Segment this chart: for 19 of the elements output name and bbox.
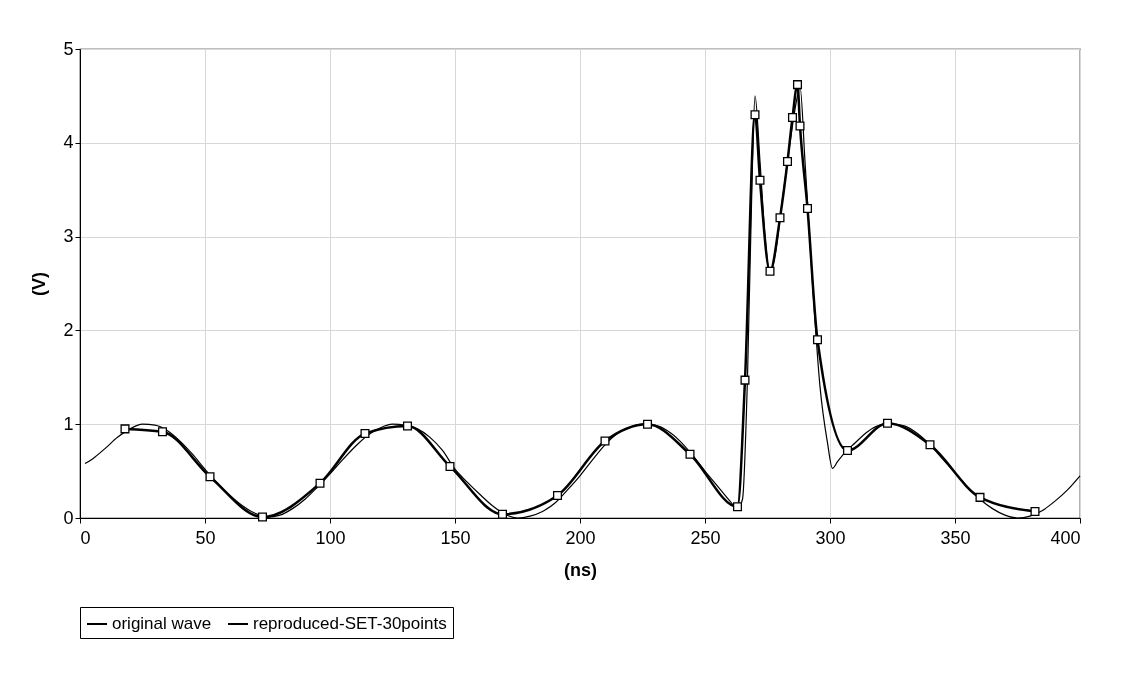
y-tick-label: 4 [63, 132, 74, 153]
x-tick-label: 200 [565, 527, 596, 548]
x-tick-label: 50 [195, 527, 216, 548]
x-tick-label: 250 [690, 527, 721, 548]
x-tick-label: 100 [315, 527, 346, 548]
x-tick-label: 350 [940, 527, 971, 548]
x-tick-label: 0 [80, 527, 91, 548]
x-axis-title: (ns) [564, 559, 597, 580]
x-tick-label: 150 [440, 527, 471, 548]
y-tick-label: 2 [63, 319, 74, 340]
x-tick-label: 300 [815, 527, 846, 548]
y-tick-label: 0 [63, 507, 74, 528]
y-tick-label: 1 [63, 413, 74, 434]
y-axis-title: (V) [29, 272, 50, 296]
y-tick-label: 3 [63, 226, 74, 247]
y-tick-label: 5 [63, 38, 74, 59]
legend-label: original wave [112, 614, 212, 633]
legend-label: reproduced-SET-30points [253, 614, 447, 633]
x-tick-label: 400 [1050, 527, 1081, 548]
